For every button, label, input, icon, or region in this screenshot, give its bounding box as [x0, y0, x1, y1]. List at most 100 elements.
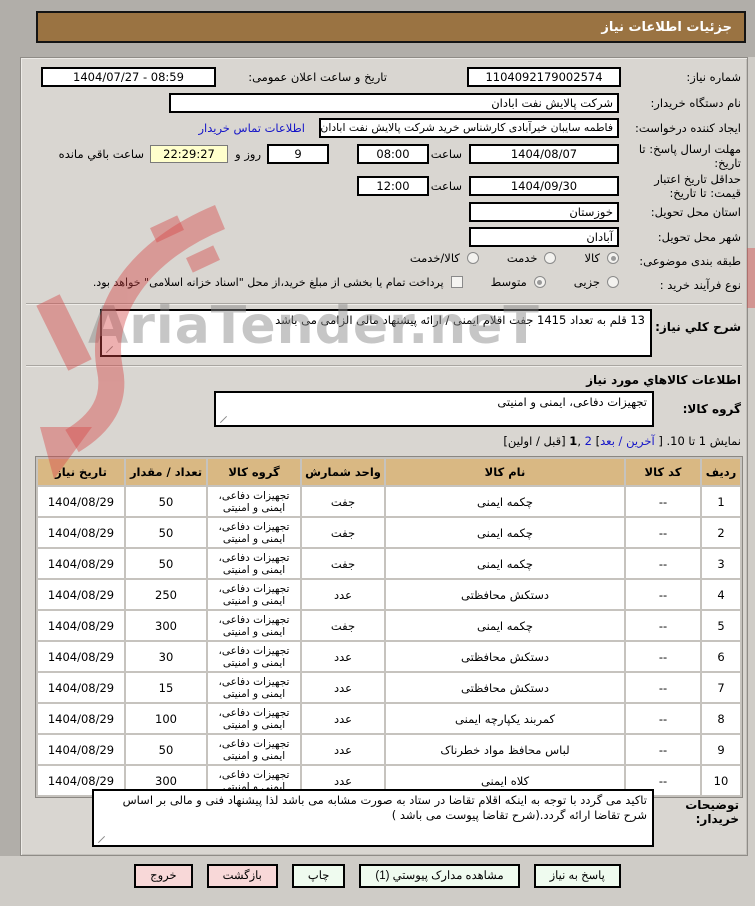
- radio-goods[interactable]: [607, 252, 619, 264]
- table-cell: چکمه ایمنی: [386, 487, 624, 516]
- table-row: 3 -- چکمه ایمنی جفت تجهیزات دفاعی، ایمنی و ا…: [38, 549, 740, 578]
- remaining-label: ساعت باقي مانده: [58, 147, 144, 161]
- need-number-field[interactable]: 1104092179002574: [467, 67, 621, 87]
- table-cell: دستکش محافظتی: [386, 673, 624, 702]
- table-cell: --: [626, 549, 700, 578]
- table-cell: چکمه ایمنی: [386, 518, 624, 547]
- table-cell: 7: [702, 673, 740, 702]
- table-cell: جفت: [302, 549, 384, 578]
- need-number-label: شماره نیاز:: [686, 70, 741, 84]
- radio-goods-service-label: کالا/خدمت: [409, 251, 460, 265]
- view-attachments-button[interactable]: مشاهده مدارک پیوستي (1): [359, 864, 520, 888]
- goods-group-textarea[interactable]: تجهیزات دفاعی، ایمنی و امنیتی: [214, 391, 654, 427]
- page-title-bar: جزئیات اطلاعات نیاز: [36, 11, 746, 43]
- creator-field[interactable]: فاطمه سایبان خیرآبادی کارشناس خرید شرکت …: [319, 118, 619, 138]
- table-row: 1 -- چکمه ایمنی جفت تجهیزات دفاعی، ایمنی و ا…: [38, 487, 740, 516]
- table-cell: تجهیزات دفاعی، ایمنی و امنیتی: [208, 673, 300, 702]
- exit-button[interactable]: خروج: [134, 864, 193, 888]
- buyer-contact-link[interactable]: اطلاعات تماس خریدار: [198, 121, 305, 135]
- table-header-row: ردیف کد کالا نام کالا واحد شمارش گروه کا…: [38, 459, 740, 485]
- table-cell: --: [626, 642, 700, 671]
- table-cell: 1404/08/29: [38, 580, 124, 609]
- page-title: جزئیات اطلاعات نیاز: [601, 19, 732, 35]
- action-button-row: پاسخ به نیاز مشاهده مدارک پیوستي (1) چاپ…: [0, 864, 755, 888]
- table-cell: عدد: [302, 642, 384, 671]
- print-button[interactable]: چاپ: [291, 864, 346, 888]
- table-row: 5 -- چکمه ایمنی جفت تجهیزات دفاعی، ایمنی و ا…: [38, 611, 740, 640]
- table-cell: 3: [702, 549, 740, 578]
- table-cell: --: [626, 611, 700, 640]
- validity-hour-label: ساعت: [430, 179, 462, 193]
- left-strip: [0, 57, 20, 856]
- pagination-next-link[interactable]: آخرین / بعد: [600, 434, 655, 448]
- table-cell: 1404/08/29: [38, 735, 124, 764]
- goods-table: ردیف کد کالا نام کالا واحد شمارش گروه کا…: [35, 456, 743, 798]
- table-cell: دستکش محافظتی: [386, 642, 624, 671]
- pagination-prefix: نمایش 1 تا 10. [: [654, 434, 741, 448]
- table-cell: تجهیزات دفاعی، ایمنی و امنیتی: [208, 642, 300, 671]
- days-and-label: روز و: [235, 147, 261, 161]
- table-cell: تجهیزات دفاعی، ایمنی و امنیتی: [208, 487, 300, 516]
- radio-medium[interactable]: [533, 276, 546, 288]
- table-cell: عدد: [302, 704, 384, 733]
- header-need-date: تاریخ نیاز: [38, 459, 124, 485]
- table-row: 2 -- چکمه ایمنی جفت تجهیزات دفاعی، ایمنی و ا…: [38, 518, 740, 547]
- table-cell: چکمه ایمنی: [386, 611, 624, 640]
- pagination-mid: ]: [591, 434, 601, 448]
- province-label: استان محل تحویل:: [650, 205, 741, 219]
- description-textarea[interactable]: 13 قلم به تعداد 1415 جفت اقلام ایمنی / ا…: [100, 309, 652, 357]
- back-button[interactable]: بازگشت: [206, 864, 278, 888]
- city-field[interactable]: آبادان: [469, 227, 619, 247]
- table-cell: چکمه ایمنی: [386, 549, 624, 578]
- classification-options: کالا خدمت کالا/خدمت: [410, 251, 619, 265]
- deadline-date-field[interactable]: 1404/08/07: [469, 144, 619, 164]
- radio-partial[interactable]: [607, 276, 619, 288]
- treasury-checkbox-label: پرداخت تمام یا بخشی از مبلغ خرید،از محل …: [92, 275, 444, 289]
- table-cell: --: [626, 518, 700, 547]
- table-cell: عدد: [302, 580, 384, 609]
- radio-partial-label: جزیی: [573, 275, 600, 289]
- table-cell: تجهیزات دفاعی، ایمنی و امنیتی: [208, 580, 300, 609]
- classification-label: طبقه بندی موضوعی:: [639, 254, 741, 268]
- table-cell: عدد: [302, 735, 384, 764]
- table-cell: 1404/08/29: [38, 518, 124, 547]
- table-cell: 1404/08/29: [38, 673, 124, 702]
- pagination-page-2[interactable]: 2: [584, 434, 592, 448]
- header-item-name: نام کالا: [386, 459, 624, 485]
- radio-service[interactable]: [544, 252, 557, 264]
- table-cell: 8: [702, 704, 740, 733]
- deadline-time-field[interactable]: 08:00: [357, 144, 429, 164]
- respond-to-need-button[interactable]: پاسخ به نیاز: [533, 864, 621, 888]
- table-cell: 1404/08/29: [38, 704, 124, 733]
- province-field[interactable]: خوزستان: [469, 202, 619, 222]
- treasury-checkbox[interactable]: [450, 276, 463, 288]
- table-cell: عدد: [302, 673, 384, 702]
- radio-goods-service[interactable]: [466, 252, 479, 264]
- goods-group-label: گروه کالا:: [682, 402, 741, 416]
- table-cell: جفت: [302, 611, 384, 640]
- table-cell: --: [626, 704, 700, 733]
- validity-label: حداقل تاریخ اعتبار قیمت: تا تاریخ:: [654, 172, 741, 200]
- days-left-field[interactable]: 9: [267, 144, 329, 164]
- buyer-notes-label: توضیحات خریدار:: [685, 798, 739, 826]
- buyer-notes-textarea[interactable]: تاکید می گردد با توجه به اینکه اقلام تقا…: [92, 789, 654, 847]
- buyer-org-label: نام دستگاه خریدار:: [650, 96, 741, 110]
- process-type-options: جزیی متوسط پرداخت تمام یا بخشی از مبلغ خ…: [93, 275, 619, 289]
- buyer-org-field[interactable]: شرکت پالایش نفت ابادان: [169, 93, 619, 113]
- table-cell: 10: [702, 766, 740, 795]
- pagination-suffix: [قبل / اولین]: [503, 434, 570, 448]
- validity-date-field[interactable]: 1404/09/30: [469, 176, 619, 196]
- radio-goods-label: کالا: [584, 251, 600, 265]
- table-row: 6 -- دستکش محافظتی عدد تجهیزات دفاعی، ایمنی …: [38, 642, 740, 671]
- table-cell: جفت: [302, 487, 384, 516]
- announce-datetime-field[interactable]: 1404/07/27 - 08:59: [41, 67, 216, 87]
- table-cell: تجهیزات دفاعی، ایمنی و امنیتی: [208, 735, 300, 764]
- header-row-number: ردیف: [702, 459, 740, 485]
- table-row: 8 -- کمربند یکپارچه ایمنی عدد تجهیزات دفاعی،…: [38, 704, 740, 733]
- validity-time-field[interactable]: 12:00: [357, 176, 429, 196]
- announce-label: تاریخ و ساعت اعلان عمومی:: [248, 70, 387, 84]
- table-cell: دستکش محافظتی: [386, 580, 624, 609]
- pagination: نمایش 1 تا 10. [ آخرین / بعد] 2 ,1 [قبل …: [503, 434, 741, 448]
- table-cell: کمربند یکپارچه ایمنی: [386, 704, 624, 733]
